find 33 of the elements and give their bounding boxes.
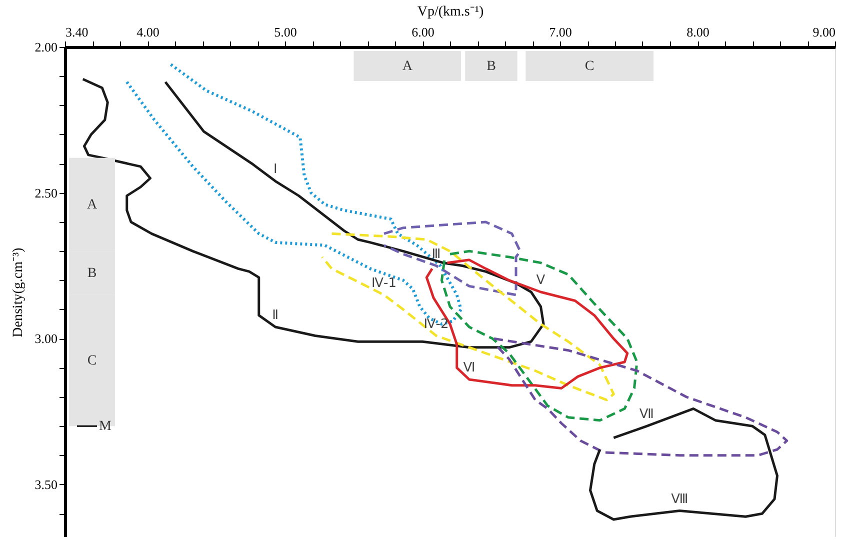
band-label: A	[86, 198, 98, 212]
x-tick-label: 6.00	[412, 24, 434, 40]
annotation: Ⅰ	[273, 162, 278, 178]
x-tick-label: 5.00	[274, 24, 297, 40]
annotation: Ⅴ	[536, 273, 546, 288]
y-axis-title: Density(g.cm⁻³)	[10, 247, 26, 338]
annotation: Ⅵ	[463, 360, 476, 376]
x-tick-label: 4.00	[136, 24, 160, 40]
ref-line-label: M	[99, 419, 112, 434]
annotation: Ⅶ	[639, 407, 654, 422]
band-label: C	[87, 354, 97, 369]
line-series	[492, 337, 788, 457]
band-label: B	[87, 266, 97, 282]
line-series	[82, 78, 545, 349]
annotation: Ⅲ	[432, 246, 441, 262]
y-tick-label: 3.50	[34, 477, 58, 492]
band-label: C	[584, 59, 594, 74]
annotation: Ⅳ-1	[372, 276, 396, 291]
line-series	[320, 232, 615, 402]
y-tick-label: 2.00	[34, 40, 58, 54]
x-tick-label: 8.00	[686, 24, 710, 40]
x-tick-label: 3.40	[66, 24, 88, 40]
annotation: Ⅱ	[272, 308, 279, 323]
annotation: Ⅷ	[671, 492, 688, 507]
y-tick-label: 3.00	[34, 331, 58, 346]
x-axis-title: Vp/(km.s⁻¹)	[417, 4, 484, 20]
x-tick-label: 7.00	[549, 24, 572, 40]
band-label: B	[486, 59, 496, 74]
y-tick-label: 2.50	[34, 185, 58, 200]
x-tick-label: 9.00	[812, 24, 836, 40]
line-series	[589, 407, 778, 521]
line-series	[425, 258, 629, 390]
band-label: A	[402, 59, 414, 74]
